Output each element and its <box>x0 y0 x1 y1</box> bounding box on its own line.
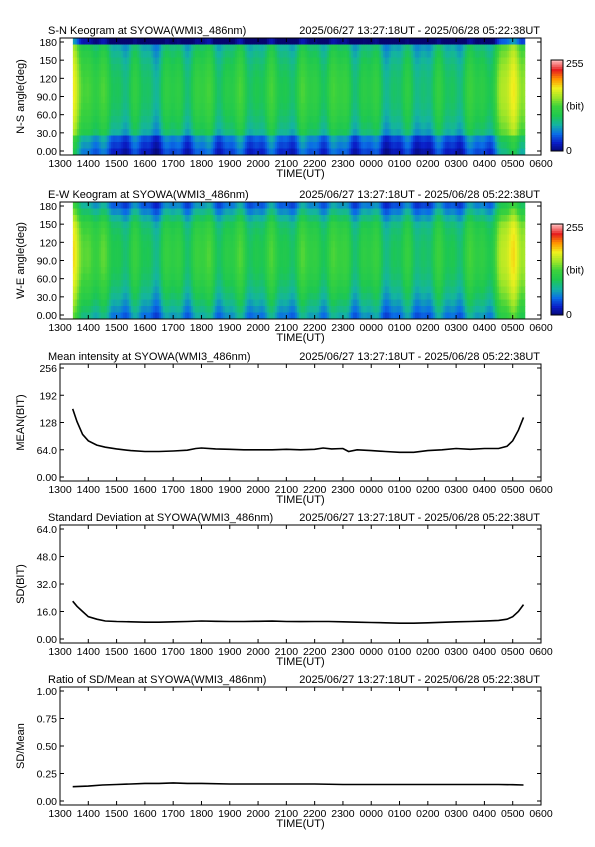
keogram-panel-1: S-N Keogram at SYOWA(WMI3_486nm) 2025/06/… <box>15 25 584 180</box>
y-tick-label: 180 <box>39 37 57 49</box>
keogram-cell <box>523 110 525 117</box>
x-tick-label: 1800 <box>190 158 214 170</box>
x-tick-label: 0600 <box>529 158 553 170</box>
colorbar-max-label: 255 <box>566 58 584 70</box>
keogram-cell <box>523 90 525 97</box>
keogram-cell <box>523 77 525 84</box>
chart-title: S-N Keogram at SYOWA(WMI3_486nm) <box>48 25 246 37</box>
colorbar-min-label: 0 <box>566 145 572 157</box>
y-tick-label: 120 <box>39 73 57 85</box>
x-tick-label: 0000 <box>360 158 384 170</box>
keogram-cell <box>523 116 525 123</box>
keogram-cell <box>523 142 525 149</box>
x-tick-label: 2300 <box>331 158 355 170</box>
x-tick-label: 0200 <box>416 158 440 170</box>
x-tick-label: 0400 <box>473 158 497 170</box>
y-tick-label: 90.0 <box>37 92 58 104</box>
keogram-cell <box>523 149 525 156</box>
chart-time-range: 2025/06/27 13:27:18UT - 2025/06/28 05:22… <box>299 189 540 201</box>
keogram-cell <box>523 45 525 52</box>
x-tick-label: 1300 <box>48 158 72 170</box>
keogram-cell <box>523 103 525 110</box>
y-tick-label: 0.00 <box>37 146 58 158</box>
x-tick-label: 0100 <box>388 158 412 170</box>
keogram-cell <box>523 58 525 65</box>
x-tick-label: 1900 <box>218 158 242 170</box>
y-tick-label: 30.0 <box>37 128 58 140</box>
x-tick-label: 1400 <box>77 158 101 170</box>
keogram-cell <box>523 129 525 136</box>
colorbar-unit-label: (bit) <box>566 101 584 113</box>
x-tick-label: 0500 <box>501 158 525 170</box>
x-tick-label: 2000 <box>246 158 270 170</box>
keogram-cell <box>523 136 525 143</box>
keogram-cell <box>523 97 525 104</box>
chart-title: E-W Keogram at SYOWA(WMI3_486nm) <box>48 189 249 201</box>
keogram-cell <box>523 38 525 45</box>
y-tick-label: 60.0 <box>37 110 58 122</box>
y-tick-label: 150 <box>39 55 57 67</box>
x-axis-label: TIME(UT) <box>276 168 324 180</box>
x-tick-label: 1500 <box>105 158 129 170</box>
keogram-cell <box>523 123 525 130</box>
x-tick-label: 1700 <box>161 158 185 170</box>
keogram-cell <box>523 71 525 78</box>
x-tick-label: 1600 <box>133 158 157 170</box>
keogram-cell <box>523 51 525 58</box>
keogram-panel-2: E-W Keogram at SYOWA(WMI3_486nm) 2025/06/… <box>15 189 584 344</box>
keogram-cell <box>523 64 525 71</box>
x-tick-label: 0300 <box>444 158 468 170</box>
chart-time-range: 2025/06/27 13:27:18UT - 2025/06/28 05:22… <box>299 25 540 37</box>
y-axis-label: N-S angle(deg) <box>15 59 27 134</box>
keogram-cell <box>523 84 525 91</box>
